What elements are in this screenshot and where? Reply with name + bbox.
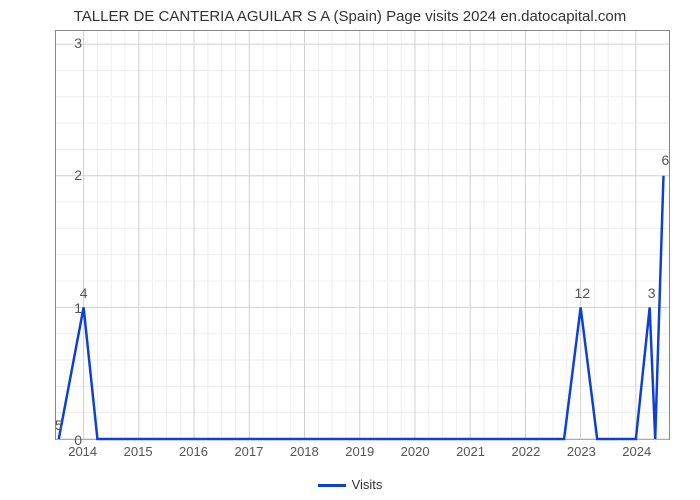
y-axis-label: 3: [52, 35, 82, 51]
legend: Visits: [0, 477, 700, 492]
legend-swatch: [318, 484, 346, 487]
x-axis-label: 2016: [179, 444, 208, 459]
data-point-label: 12: [575, 285, 591, 301]
x-axis-label: 2021: [456, 444, 485, 459]
x-axis-label: 2018: [290, 444, 319, 459]
data-point-label: 6: [662, 152, 670, 168]
x-axis-label: 2014: [68, 444, 97, 459]
x-axis-label: 2019: [345, 444, 374, 459]
x-axis-label: 2023: [567, 444, 596, 459]
data-point-label: 3: [648, 285, 656, 301]
x-axis-label: 2017: [234, 444, 263, 459]
series-line: [56, 31, 669, 439]
legend-label: Visits: [352, 477, 383, 492]
y-axis-label: 2: [52, 167, 82, 183]
data-point-label: 4: [80, 285, 88, 301]
chart-container: TALLER DE CANTERIA AGUILAR S A (Spain) P…: [0, 0, 700, 500]
y-axis-label: 1: [52, 300, 82, 316]
x-axis-label: 2020: [401, 444, 430, 459]
plot-area: 541236: [55, 30, 670, 440]
data-point-label: 5: [55, 417, 63, 433]
x-axis-label: 2015: [124, 444, 153, 459]
x-axis-label: 2022: [511, 444, 540, 459]
chart-title: TALLER DE CANTERIA AGUILAR S A (Spain) P…: [0, 8, 700, 25]
x-axis-label: 2024: [622, 444, 651, 459]
